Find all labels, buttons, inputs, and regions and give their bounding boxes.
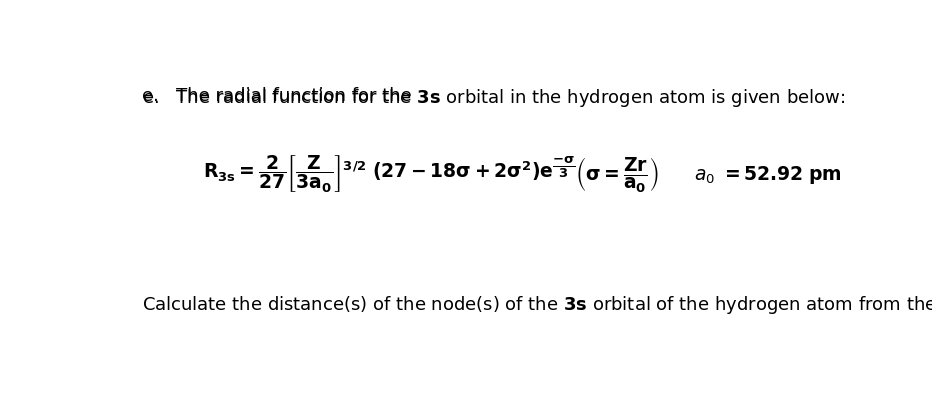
Text: e.   The radial function for the $\bf{3s}$ orbital in the hydrogen atom is given: e. The radial function for the $\bf{3s}$… [142,86,845,109]
Text: $\mathbf{R_{3s} = \dfrac{2}{27}\left[\dfrac{Z}{3a_0}\right]^{3/2}\ (27-18\sigma+: $\mathbf{R_{3s} = \dfrac{2}{27}\left[\df… [203,154,576,195]
Text: $\mathbf{\left(\sigma = \dfrac{Zr}{a_0}\right)}$: $\mathbf{\left(\sigma = \dfrac{Zr}{a_0}\… [575,155,659,194]
Text: Calculate the distance(s) of the node(s) of the $\bf{3s}$ orbital of the hydroge: Calculate the distance(s) of the node(s)… [142,294,932,316]
Text: e.   The radial function for the: e. The radial function for the [142,86,418,105]
Text: $\boldsymbol{a_0}$ $\mathbf{= 52.92\ pm}$: $\boldsymbol{a_0}$ $\mathbf{= 52.92\ pm}… [694,164,843,186]
